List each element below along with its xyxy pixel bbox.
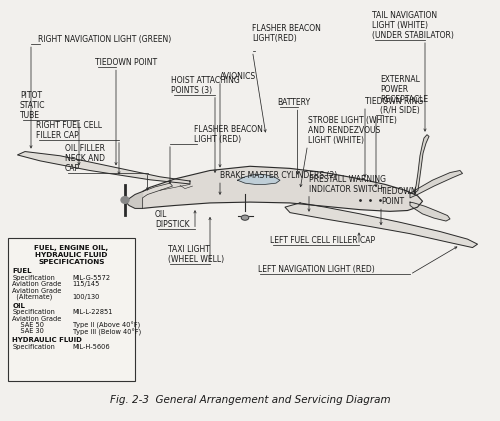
Text: Specification: Specification [12,275,56,281]
Text: PRESTALL WARNING
INDICATOR SWITCH: PRESTALL WARNING INDICATOR SWITCH [309,175,386,194]
Text: LEFT FUEL CELL FILLER CAP: LEFT FUEL CELL FILLER CAP [270,236,375,245]
Text: STROBE LIGHT (WHITE)
AND RENDEZVOUS
LIGHT (WHITE): STROBE LIGHT (WHITE) AND RENDEZVOUS LIGH… [308,116,396,145]
Text: AVIONICS: AVIONICS [220,72,256,81]
Text: MIL-G-5572: MIL-G-5572 [72,275,110,281]
Text: Specification: Specification [12,344,56,350]
FancyBboxPatch shape [8,238,135,381]
Text: TAIL NAVIGATION
LIGHT (WHITE)
(UNDER STABILATOR): TAIL NAVIGATION LIGHT (WHITE) (UNDER STA… [372,11,454,40]
Text: TAXI LIGHT
(WHEEL WELL): TAXI LIGHT (WHEEL WELL) [168,245,224,264]
Text: MIL-H-5606: MIL-H-5606 [72,344,110,350]
Text: Type II (Above 40°F): Type II (Above 40°F) [72,322,140,329]
Polygon shape [238,174,280,184]
Text: 100/130: 100/130 [72,294,100,300]
Polygon shape [18,152,190,184]
Text: Aviation Grade: Aviation Grade [12,288,62,293]
Text: MIL-L-22851: MIL-L-22851 [72,309,113,315]
Ellipse shape [241,215,249,220]
Text: EXTERNAL
POWER
RECEPTACLE
(R/H SIDE): EXTERNAL POWER RECEPTACLE (R/H SIDE) [380,75,428,115]
Text: 115/145: 115/145 [72,281,100,287]
Text: TIEDOWN
POINT: TIEDOWN POINT [381,187,418,206]
Text: RIGHT NAVIGATION LIGHT (GREEN): RIGHT NAVIGATION LIGHT (GREEN) [38,35,171,44]
Text: OIL: OIL [12,303,26,309]
Polygon shape [138,166,422,211]
Text: Aviation Grade: Aviation Grade [12,316,62,322]
Text: PITOT
STATIC
TUBE: PITOT STATIC TUBE [20,91,46,120]
Text: RIGHT FUEL CELL
FILLER CAP: RIGHT FUEL CELL FILLER CAP [36,121,102,140]
Text: HYDRAULIC FLUID: HYDRAULIC FLUID [35,252,108,258]
Text: OIL FILLER
NECK AND
CAP: OIL FILLER NECK AND CAP [65,144,105,173]
Polygon shape [410,171,463,198]
Text: FUEL, ENGINE OIL,: FUEL, ENGINE OIL, [34,245,108,251]
Text: SPECIFICATIONS: SPECIFICATIONS [38,259,104,265]
Text: SAE 30: SAE 30 [12,328,44,334]
Text: Type III (Below 40°F): Type III (Below 40°F) [72,328,141,336]
Text: TIEDOWN RING: TIEDOWN RING [365,97,423,106]
Polygon shape [410,202,450,221]
Text: Aviation Grade: Aviation Grade [12,281,62,287]
Text: FLASHER BEACON
LIGHT(RED): FLASHER BEACON LIGHT(RED) [252,24,322,43]
Text: HOIST ATTACHING
POINTS (3): HOIST ATTACHING POINTS (3) [171,76,240,95]
Polygon shape [285,203,478,248]
Text: SAE 50: SAE 50 [12,322,44,328]
Text: BRAKE MASTER CYLINDERS (2): BRAKE MASTER CYLINDERS (2) [220,171,337,180]
Text: (Alternate): (Alternate) [12,294,53,300]
Text: Fig. 2-3  General Arrangement and Servicing Diagram: Fig. 2-3 General Arrangement and Servici… [110,395,390,405]
Text: FUEL: FUEL [12,268,32,274]
Text: OIL
DIPSTICK: OIL DIPSTICK [155,210,190,229]
Text: FLASHER BEACON
LIGHT (RED): FLASHER BEACON LIGHT (RED) [194,125,263,144]
Text: HYDRAULIC FLUID: HYDRAULIC FLUID [12,337,82,343]
Text: BATTERY: BATTERY [278,99,310,107]
Text: Specification: Specification [12,309,56,315]
Polygon shape [414,135,429,194]
Text: LEFT NAVIGATION LIGHT (RED): LEFT NAVIGATION LIGHT (RED) [258,266,374,274]
Text: TIEDOWN POINT: TIEDOWN POINT [95,59,157,67]
Polygon shape [126,192,142,208]
Circle shape [121,197,129,203]
